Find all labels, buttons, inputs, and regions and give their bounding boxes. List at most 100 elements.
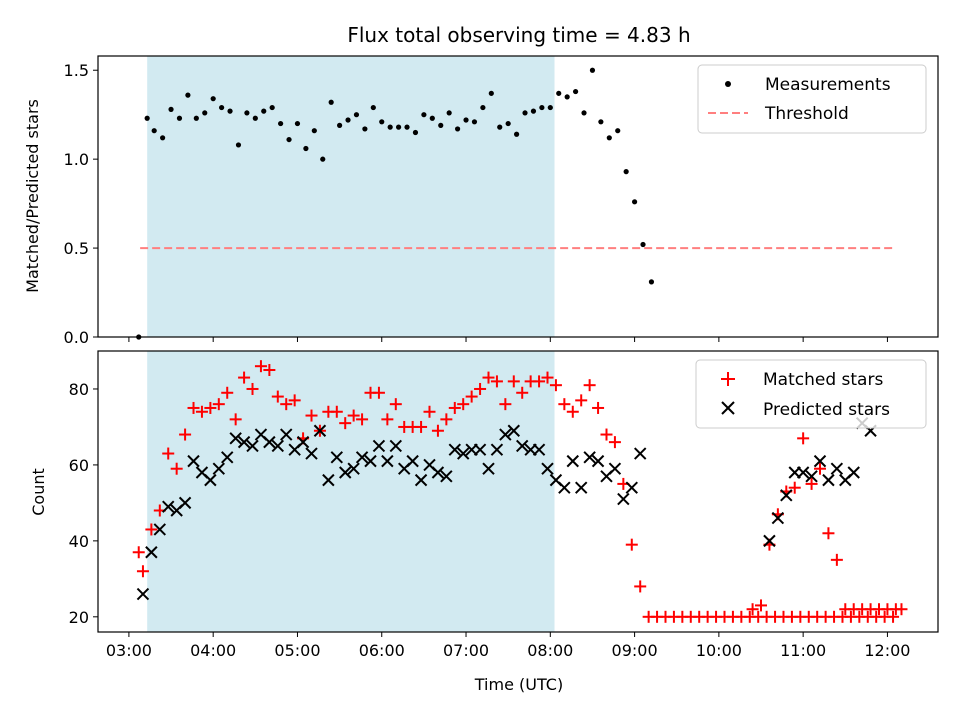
measurement-point <box>362 126 368 132</box>
predicted-star-point <box>490 443 504 456</box>
matched-star-point <box>415 420 428 433</box>
matched-star-point <box>516 386 529 399</box>
measurement-point <box>547 104 553 111</box>
measurement-point <box>564 94 570 100</box>
top-legend: Measurements Threshold <box>697 64 927 134</box>
matched-star-point <box>746 603 759 616</box>
measurement-point <box>160 135 166 141</box>
measurement-point <box>151 128 157 134</box>
predicted-star-point <box>558 481 571 494</box>
measurement-point <box>269 104 275 111</box>
bottom-shaded-region <box>147 351 555 632</box>
matched-star-point <box>797 432 810 445</box>
matched-star-point <box>490 375 503 388</box>
predicted-star-point <box>583 451 596 464</box>
measurement-point <box>581 110 587 116</box>
measurement-point <box>244 110 250 116</box>
measurement-point <box>556 90 562 96</box>
predicted-star-point <box>305 447 318 460</box>
matched-star-point <box>583 379 596 392</box>
measurement-point <box>623 169 629 175</box>
predicted-star-point <box>212 462 226 475</box>
bottom-xtick-label: 09:00 <box>612 641 658 660</box>
predicted-star-point <box>763 534 776 548</box>
measurement-point <box>379 119 385 125</box>
measurement-point <box>261 108 267 114</box>
top-panel: 0.0 0.5 1.0 1.5 Matched/Predicted stars Mea… <box>23 55 939 347</box>
matched-star-point <box>822 527 835 540</box>
measurement-point <box>328 99 334 105</box>
legend-measurements-label: Measurements <box>765 75 891 95</box>
matched-star-point <box>507 375 520 388</box>
measurement-point <box>294 120 301 127</box>
measurement-point <box>463 117 469 123</box>
matched-star-point <box>271 390 284 403</box>
matched-star-point <box>465 390 478 403</box>
predicted-star-point <box>541 462 554 475</box>
predicted-star-point <box>448 443 461 456</box>
matched-star-point <box>372 386 385 399</box>
measurement-point <box>648 279 655 285</box>
matched-star-point <box>288 394 301 407</box>
matched-star-point <box>499 398 512 411</box>
matched-star-point <box>440 413 453 426</box>
matched-star-point <box>634 580 647 593</box>
measurement-point <box>539 104 545 111</box>
predicted-star-point <box>805 470 818 483</box>
bottom-xtick-label: 10:00 <box>696 641 742 660</box>
measurement-point <box>168 106 174 112</box>
matched-star-point <box>558 398 571 411</box>
matched-star-point <box>330 405 343 418</box>
predicted-star-point <box>499 428 512 441</box>
bottom-plot-frame <box>97 350 939 633</box>
measurement-point <box>202 110 208 116</box>
bottom-xlabel: Time (UTC) <box>474 675 563 694</box>
bottom-xtick-label: 04:00 <box>190 641 236 660</box>
predicted-star-point <box>364 454 377 468</box>
predicted-star-point <box>280 428 293 441</box>
bottom-xtick-label: 08:00 <box>527 641 573 660</box>
chart-title: Flux total observing time = 4.83 h <box>347 23 690 47</box>
measurement-point <box>598 119 604 125</box>
predicted-star-point <box>145 546 158 559</box>
measurement-point <box>505 120 511 127</box>
matched-star-point <box>381 413 394 426</box>
measurement-point <box>589 67 596 73</box>
measurement-point <box>606 135 612 141</box>
matched-star-point <box>457 398 470 411</box>
predicted-star-point <box>847 466 860 479</box>
measurement-point <box>337 122 343 128</box>
measurement-point <box>480 104 486 111</box>
predicted-star-point <box>313 424 327 437</box>
measurement-point <box>176 115 183 121</box>
predicted-star-point <box>296 435 310 449</box>
predicted-star-point <box>634 447 647 460</box>
bottom-panel: 20 40 60 80 03:00 04:00 05:00 06:00 07:00 08:00 09… <box>29 350 939 694</box>
matched-star-point <box>533 375 546 388</box>
measurement-point <box>387 124 393 130</box>
measurement-point <box>429 115 435 121</box>
top-ytick-label: 1.5 <box>64 61 89 80</box>
measurement-point <box>631 199 638 205</box>
predicted-star-point <box>457 447 470 460</box>
predicted-star-point <box>617 492 630 506</box>
matched-star-point <box>448 401 461 414</box>
bottom-xtick-label: 06:00 <box>359 641 405 660</box>
predicted-star-point <box>575 481 588 494</box>
legend-predicted-label: Predicted stars <box>763 400 890 420</box>
top-ylabel: Matched/Predicted stars <box>23 99 42 293</box>
matched-star-point <box>830 553 843 566</box>
matched-star-point <box>541 371 554 384</box>
bottom-xtick-label: 12:00 <box>864 641 910 660</box>
measurement-point <box>144 115 150 121</box>
bottom-xtick-label: 11:00 <box>780 641 826 660</box>
matched-star-point <box>246 382 259 395</box>
matched-star-point <box>755 599 768 612</box>
measurement-point <box>513 131 520 137</box>
measurement-point <box>345 117 351 123</box>
measurement-point <box>278 120 284 127</box>
bottom-xtick-label: 05:00 <box>274 641 320 660</box>
predicted-star-point <box>507 424 520 437</box>
predicted-star-point <box>482 462 495 475</box>
top-ytick-label: 0.5 <box>64 239 89 258</box>
